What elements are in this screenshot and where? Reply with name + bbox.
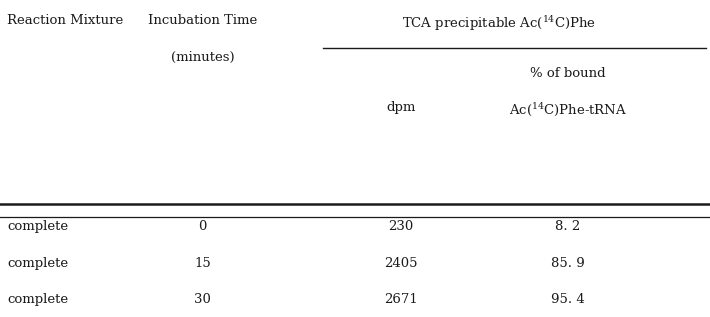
- Text: 0: 0: [198, 220, 207, 233]
- Text: 2671: 2671: [384, 293, 418, 306]
- Text: 8. 2: 8. 2: [555, 220, 581, 233]
- Text: Incubation Time: Incubation Time: [148, 14, 257, 27]
- Text: 30: 30: [194, 293, 211, 306]
- Text: complete: complete: [7, 293, 68, 306]
- Text: 2405: 2405: [384, 257, 418, 270]
- Text: (minutes): (minutes): [170, 51, 234, 64]
- Text: 15: 15: [194, 257, 211, 270]
- Text: 85. 9: 85. 9: [551, 257, 585, 270]
- Text: Ac($\mathregular{^{14}}$C)Phe-tRNA: Ac($\mathregular{^{14}}$C)Phe-tRNA: [509, 101, 627, 119]
- Text: 230: 230: [388, 220, 414, 233]
- Text: complete: complete: [7, 220, 68, 233]
- Text: Reaction Mixture: Reaction Mixture: [7, 14, 124, 27]
- Text: complete: complete: [7, 257, 68, 270]
- Text: TCA precipitable Ac($\mathregular{^{14}}$C)Phe: TCA precipitable Ac($\mathregular{^{14}}…: [402, 14, 596, 33]
- Text: % of bound: % of bound: [530, 67, 606, 80]
- Text: 95. 4: 95. 4: [551, 293, 585, 306]
- Text: dpm: dpm: [386, 101, 416, 114]
